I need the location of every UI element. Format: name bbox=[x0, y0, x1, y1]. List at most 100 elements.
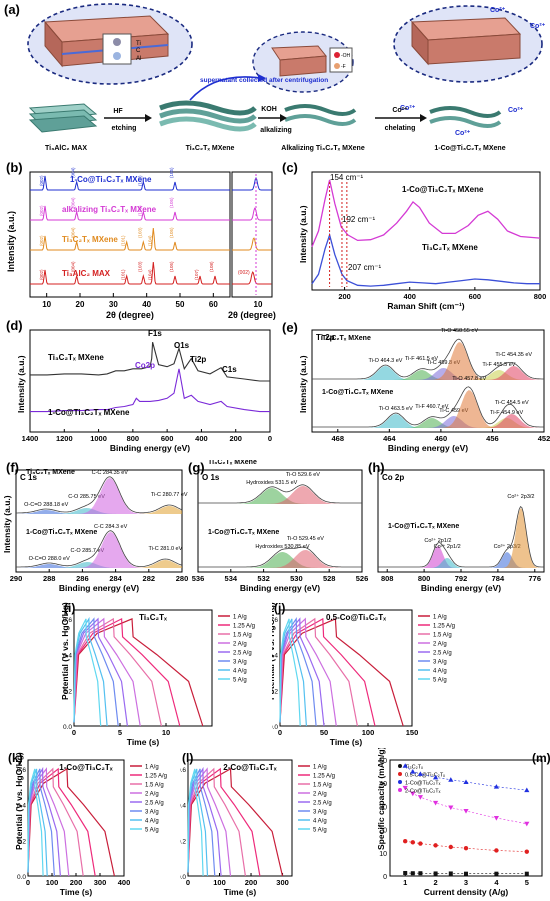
gcd-legend-label: 5 A/g bbox=[145, 828, 159, 834]
xps-component-label: Ti-F 461.5 eV bbox=[405, 356, 438, 362]
xrd-axes-frame bbox=[29, 171, 231, 298]
capacity-point bbox=[410, 791, 416, 797]
capacity-point bbox=[433, 800, 439, 806]
xrd-xtick-label: 20 bbox=[76, 300, 85, 309]
arrow-label-alkalizing: alkalizing bbox=[260, 127, 292, 134]
capacity-point bbox=[494, 848, 499, 853]
y-tick-label: 0.6 bbox=[63, 617, 72, 624]
gcd-curve bbox=[27, 768, 55, 877]
xrd-peak-label: (108) bbox=[209, 261, 214, 272]
xps-component-label: Ti-O 464.3 eV bbox=[368, 358, 402, 364]
xps-component-label: C-O 285.7 eV bbox=[71, 548, 105, 554]
x-tick-label: 400 bbox=[195, 434, 208, 443]
xps-component-label: Hydroxides 531.5 eV bbox=[246, 480, 297, 486]
arrow-label-co: Co²⁺ bbox=[392, 107, 408, 114]
xps-component bbox=[378, 508, 544, 568]
gcd-legend-label: 5 A/g bbox=[433, 678, 447, 684]
xps-title: Co 2p bbox=[382, 473, 404, 482]
xps-component bbox=[16, 478, 182, 514]
legend-al: Al bbox=[136, 56, 141, 62]
capacity-legend-marker bbox=[398, 764, 402, 768]
y-tick-label: 20 bbox=[379, 828, 387, 835]
x-tick-label: 150 bbox=[406, 728, 419, 737]
xps-envelope bbox=[378, 505, 544, 568]
xps-component-label: C-O 285.75 eV bbox=[68, 494, 105, 500]
xps-component-label: Ti-C 280.77 eV bbox=[151, 492, 188, 498]
y-axis-label: Specific capacity (mAh/g) bbox=[376, 748, 386, 850]
gcd-legend-label: 1.25 A/g bbox=[233, 624, 255, 630]
x-tick-label: 0 bbox=[278, 728, 282, 737]
x-tick-label: 452 bbox=[538, 434, 550, 443]
x-tick-label: 800 bbox=[418, 574, 431, 583]
raman-annotation: 192 cm⁻¹ bbox=[342, 215, 375, 224]
y-tick-label: 40 bbox=[379, 781, 387, 788]
xps-component-label: O-C=O 288.18 eV bbox=[24, 502, 69, 508]
capacity-point bbox=[524, 849, 529, 854]
capacity-point bbox=[417, 795, 423, 800]
xps-title: C 1s bbox=[20, 473, 37, 482]
xps-component-label: Hydroxides 530.85 eV bbox=[255, 544, 309, 550]
xps-component-label: Ti-C 454.35 eV bbox=[495, 352, 532, 358]
y-tick-label: 0.0 bbox=[272, 724, 278, 731]
panel-label: (i) bbox=[64, 601, 75, 615]
xps-envelope bbox=[16, 530, 183, 568]
y-tick-label: 0 bbox=[383, 874, 387, 881]
co-ion-label-3: Co²⁺ bbox=[400, 105, 416, 112]
xrd-trace bbox=[30, 205, 230, 221]
x-tick-label: 0 bbox=[26, 878, 30, 887]
x-tick-label: 1400 bbox=[22, 434, 39, 443]
xps-series-label: 1-Co@Ti₃C₂Tₓ MXene bbox=[26, 529, 97, 536]
capacity-point bbox=[403, 870, 408, 875]
capacity-point bbox=[448, 844, 453, 850]
gcd-legend-label: 2 A/g bbox=[313, 792, 327, 798]
gcd-curve bbox=[187, 767, 284, 877]
xrd-ylabel: Intensity (a.u.) bbox=[6, 211, 16, 272]
y-tick-label: 0.0 bbox=[17, 874, 26, 881]
xrd-inset-tick-label: 10 bbox=[254, 300, 263, 309]
survey-peak-label: Co2p bbox=[135, 361, 155, 370]
xps-envelope bbox=[312, 386, 544, 428]
gcd-curve bbox=[279, 618, 404, 727]
x-tick-label: 200 bbox=[229, 434, 242, 443]
xps-component bbox=[312, 418, 544, 428]
gcd-legend-label: 2.5 A/g bbox=[145, 801, 164, 807]
xrd-trace-label: 1-Co@Ti₃C₂Tₓ MXene bbox=[70, 175, 152, 184]
panel-label: (m) bbox=[532, 751, 550, 765]
xrd-trace-label: Ti₃C₂Tₓ MXene bbox=[62, 235, 118, 244]
gcd-legend-label: 2 A/g bbox=[145, 792, 159, 798]
oh-atom-icon bbox=[334, 52, 340, 58]
gcd-legend-label: 1 A/g bbox=[233, 615, 247, 621]
xps-component bbox=[198, 552, 362, 568]
gcd-curve bbox=[73, 617, 141, 727]
xrd-peak-label: (107) bbox=[194, 269, 199, 280]
gcd-title: 1-Co@Ti₃C₂Tₓ bbox=[59, 763, 112, 772]
xrd-peak-label: (103) bbox=[137, 227, 142, 238]
survey-series-line bbox=[30, 342, 270, 382]
capacity-point bbox=[464, 871, 468, 876]
x-tick-label: 200 bbox=[245, 878, 258, 887]
capacity-legend-label: 2-Co@Ti₃C₂Tₓ bbox=[405, 789, 441, 795]
raman-series-line bbox=[311, 179, 541, 247]
x-axis-label: Time (s) bbox=[330, 737, 363, 747]
capacity-point bbox=[410, 871, 415, 876]
xrd-peak-label: (105) bbox=[169, 197, 174, 208]
xps-component bbox=[312, 366, 544, 380]
xps-component-label: C-C 284.35 eV bbox=[92, 470, 129, 476]
xps-envelope bbox=[198, 546, 362, 568]
x-tick-label: 808 bbox=[381, 574, 394, 583]
synthesis-scheme: Ti C Al -OH -F Co²⁺ Co²⁺ Co²⁺ Co²⁺ Co²⁺ bbox=[27, 3, 546, 152]
xrd-peak-label: (104) bbox=[147, 269, 152, 280]
x-tick-label: 1000 bbox=[90, 434, 107, 443]
x-tick-label: 534 bbox=[225, 574, 238, 583]
panel-label-d: (d) bbox=[6, 318, 23, 333]
co-ion-label-1: Co²⁺ bbox=[490, 7, 506, 14]
gcd-curve bbox=[73, 618, 102, 727]
xrd-trace bbox=[30, 227, 230, 251]
capacity-point bbox=[494, 871, 499, 876]
y-axis-label: Potential (V vs. HgO/Hg) bbox=[272, 602, 276, 700]
x-tick-label: 200 bbox=[338, 292, 351, 301]
x-tick-label: 280 bbox=[176, 574, 188, 583]
x-tick-label: 800 bbox=[127, 434, 140, 443]
gcd-legend-label: 1.25 A/g bbox=[145, 774, 167, 780]
x-tick-label: 776 bbox=[529, 574, 542, 583]
